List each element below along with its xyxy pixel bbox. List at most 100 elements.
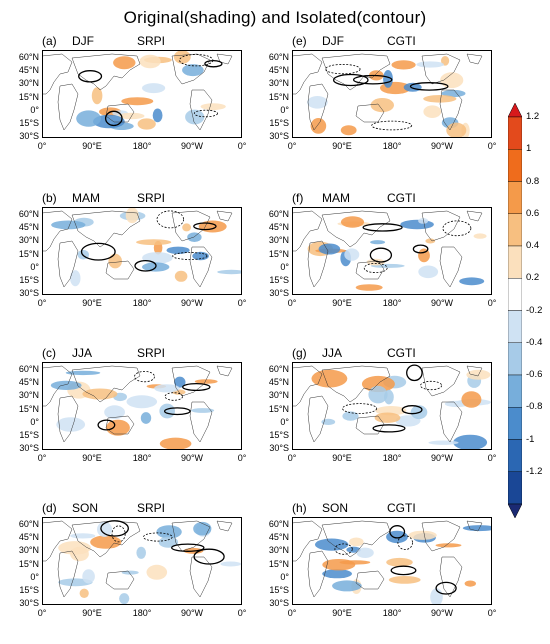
shading-area (194, 379, 218, 384)
shading-area (82, 569, 95, 584)
coastline (321, 520, 391, 558)
latitude-label: 60°N (18, 519, 39, 529)
longitude-label: 90°E (332, 141, 352, 151)
shading-area (136, 546, 146, 559)
latitude-label: 45°N (18, 532, 39, 543)
latitude-label: 30°S (19, 131, 39, 142)
longitude-label: 0° (487, 141, 497, 151)
coastline (71, 210, 141, 248)
latitude-label: 0° (30, 104, 39, 115)
shading-area (200, 103, 226, 110)
shading-area (311, 369, 348, 388)
colorbar-segment (508, 439, 522, 472)
coastline (71, 53, 141, 91)
latitude-label: 60°N (18, 52, 39, 62)
coastline (466, 53, 483, 65)
panel-season: JJA (72, 346, 93, 360)
latitude-label: 45°N (18, 222, 39, 233)
colorbar-tick-label: 0.2 (526, 272, 540, 284)
map-frame (42, 207, 242, 295)
coastline (292, 210, 323, 252)
contour-line (163, 407, 191, 416)
shading-area (435, 543, 462, 548)
coastline (105, 260, 135, 280)
shading-area (159, 437, 192, 450)
coastline (216, 365, 233, 377)
panel-index: SRPI (137, 191, 166, 205)
latitude-label: 15°S (19, 430, 39, 440)
shading-area (142, 83, 166, 94)
contour-line (401, 405, 423, 415)
shading-area (118, 112, 145, 120)
panel-label: (h) (292, 501, 307, 515)
colorbar-segment (508, 310, 522, 343)
longitude-label: 90°W (180, 453, 204, 463)
latitude-label: 30°S (269, 288, 289, 299)
coastline (171, 53, 211, 85)
longitude-label: 90°W (430, 453, 454, 463)
map-plot (42, 362, 242, 450)
shading-area (113, 56, 136, 70)
coastline (439, 246, 463, 288)
colorbar-tick-label: 0.4 (526, 240, 540, 251)
panel-season: DJF (72, 34, 94, 48)
latitude-label: 15°N (18, 91, 39, 102)
coastline (466, 520, 483, 532)
shading-area (70, 533, 96, 539)
shading-area (174, 270, 188, 282)
contour-line (389, 525, 406, 539)
shading-area (139, 54, 161, 69)
longitude-label: 180° (382, 141, 402, 151)
panel-label: (c) (42, 346, 56, 360)
latitude-label: 30°S (19, 598, 39, 609)
coastline (216, 210, 233, 222)
contour-line (164, 392, 184, 401)
shading-area (370, 240, 386, 245)
colorbar-segment (508, 213, 522, 247)
shading-area (428, 440, 459, 445)
longitude-label: 90°W (180, 141, 204, 151)
longitude-label: 0° (37, 141, 47, 151)
contour-line (193, 222, 217, 231)
coastline (71, 520, 141, 558)
contour-line (409, 82, 449, 91)
contour-line (420, 380, 443, 391)
panel-index: CGTI (387, 191, 416, 205)
map-plot (42, 207, 242, 295)
panel-season: SON (322, 501, 349, 515)
map-frame (42, 517, 242, 605)
shading-area (166, 246, 190, 254)
panel-label: (b) (42, 191, 57, 205)
map-frame (292, 362, 492, 450)
contour-line (182, 382, 211, 392)
shading-area (91, 87, 103, 105)
shading-area (386, 557, 413, 567)
panel-index: SRPI (137, 346, 166, 360)
colorbar-tick-label: -0.2 (526, 304, 543, 316)
coastline (439, 401, 463, 443)
shading-area (370, 98, 394, 113)
coastline (421, 520, 461, 552)
latitude-label: 15°S (269, 585, 289, 595)
map-frame (292, 207, 492, 295)
latitude-label: 0° (30, 261, 39, 272)
shading-area (459, 277, 485, 286)
coastline (57, 83, 79, 131)
latitude-label: 60°N (18, 364, 39, 374)
shading-area (310, 118, 327, 134)
shading-area (56, 417, 86, 432)
shading-area (408, 530, 437, 540)
contour-line (193, 548, 225, 565)
coastline (292, 365, 323, 407)
latitude-label: 30°N (18, 390, 39, 401)
shading-area (76, 110, 101, 127)
colorbar-tick-label: 0.6 (526, 207, 540, 219)
latitude-label: 15°N (18, 248, 39, 259)
shading-area (340, 125, 357, 136)
shading-area (90, 535, 122, 549)
latitude-label: 30°N (268, 390, 289, 401)
contour-line (134, 371, 155, 383)
coastline (42, 210, 73, 252)
shading-area (70, 270, 81, 287)
longitude-label: 180° (132, 453, 152, 463)
